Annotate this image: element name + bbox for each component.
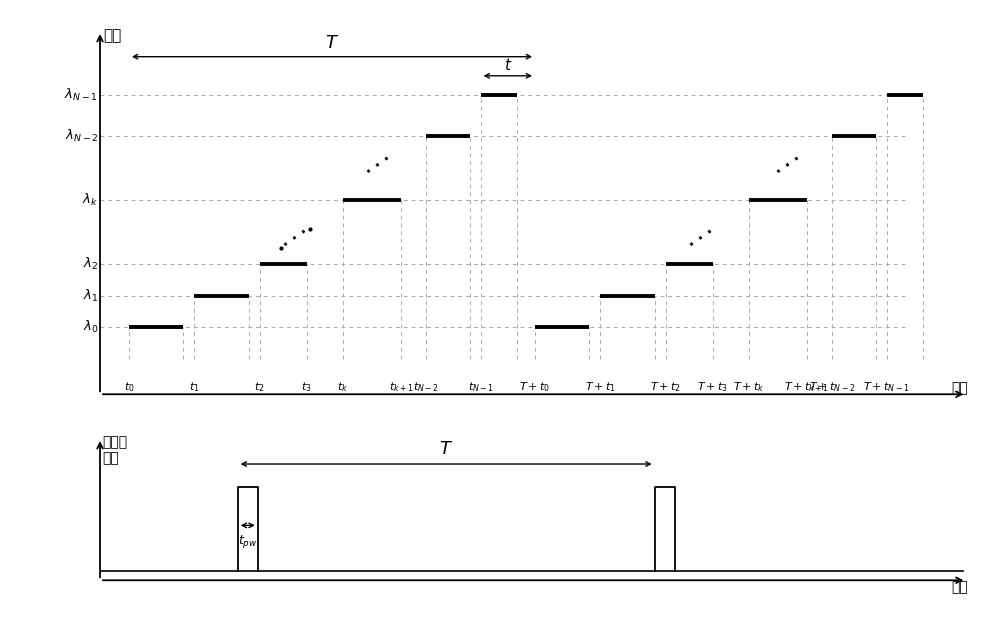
Text: $t_{N-2}$: $t_{N-2}$: [413, 380, 439, 394]
Text: $t_k$: $t_k$: [337, 380, 348, 394]
Text: $t$: $t$: [504, 57, 512, 73]
Text: 波长: 波长: [104, 28, 122, 43]
Text: $\lambda_1$: $\lambda_1$: [83, 288, 98, 304]
Text: $\lambda_0$: $\lambda_0$: [83, 319, 98, 335]
Text: $T+t_{k+1}$: $T+t_{k+1}$: [784, 380, 829, 394]
Text: $t_2$: $t_2$: [254, 380, 265, 394]
Text: 时间: 时间: [951, 381, 968, 395]
Text: $\lambda_2$: $\lambda_2$: [83, 256, 98, 272]
Text: · · ·: · · ·: [773, 151, 804, 179]
Text: 时间: 时间: [951, 580, 968, 594]
Text: $T+t_1$: $T+t_1$: [585, 380, 616, 394]
Text: $t_{N-1}$: $t_{N-1}$: [468, 380, 494, 394]
Text: $t_0$: $t_0$: [124, 380, 134, 394]
Text: $T+t_2$: $T+t_2$: [650, 380, 681, 394]
Text: $\lambda_{N-2}$: $\lambda_{N-2}$: [65, 129, 98, 144]
Text: $T+t_3$: $T+t_3$: [697, 380, 728, 394]
Text: $T+t_{N-2}$: $T+t_{N-2}$: [809, 380, 855, 394]
Text: $T+t_0$: $T+t_0$: [519, 380, 551, 394]
Text: $t_1$: $t_1$: [189, 380, 200, 394]
Text: $T$: $T$: [325, 34, 339, 52]
Text: $t_{pw}$: $t_{pw}$: [238, 533, 258, 550]
Text: $T+t_k$: $T+t_k$: [733, 380, 765, 394]
Text: 光脉冲
强度: 光脉冲 强度: [102, 435, 127, 465]
Text: $\lambda_{N-1}$: $\lambda_{N-1}$: [64, 87, 98, 103]
Text: $T+t_{N-1}$: $T+t_{N-1}$: [863, 380, 910, 394]
Text: $t_{k+1}$: $t_{k+1}$: [389, 380, 413, 394]
Text: $\lambda_k$: $\lambda_k$: [82, 192, 98, 208]
Text: · · ·: · · ·: [364, 151, 395, 179]
Text: · · ·: · · ·: [280, 224, 311, 252]
Text: $T$: $T$: [439, 440, 453, 458]
Text: · · ·: · · ·: [686, 224, 717, 252]
Text: $t_3$: $t_3$: [301, 380, 312, 394]
